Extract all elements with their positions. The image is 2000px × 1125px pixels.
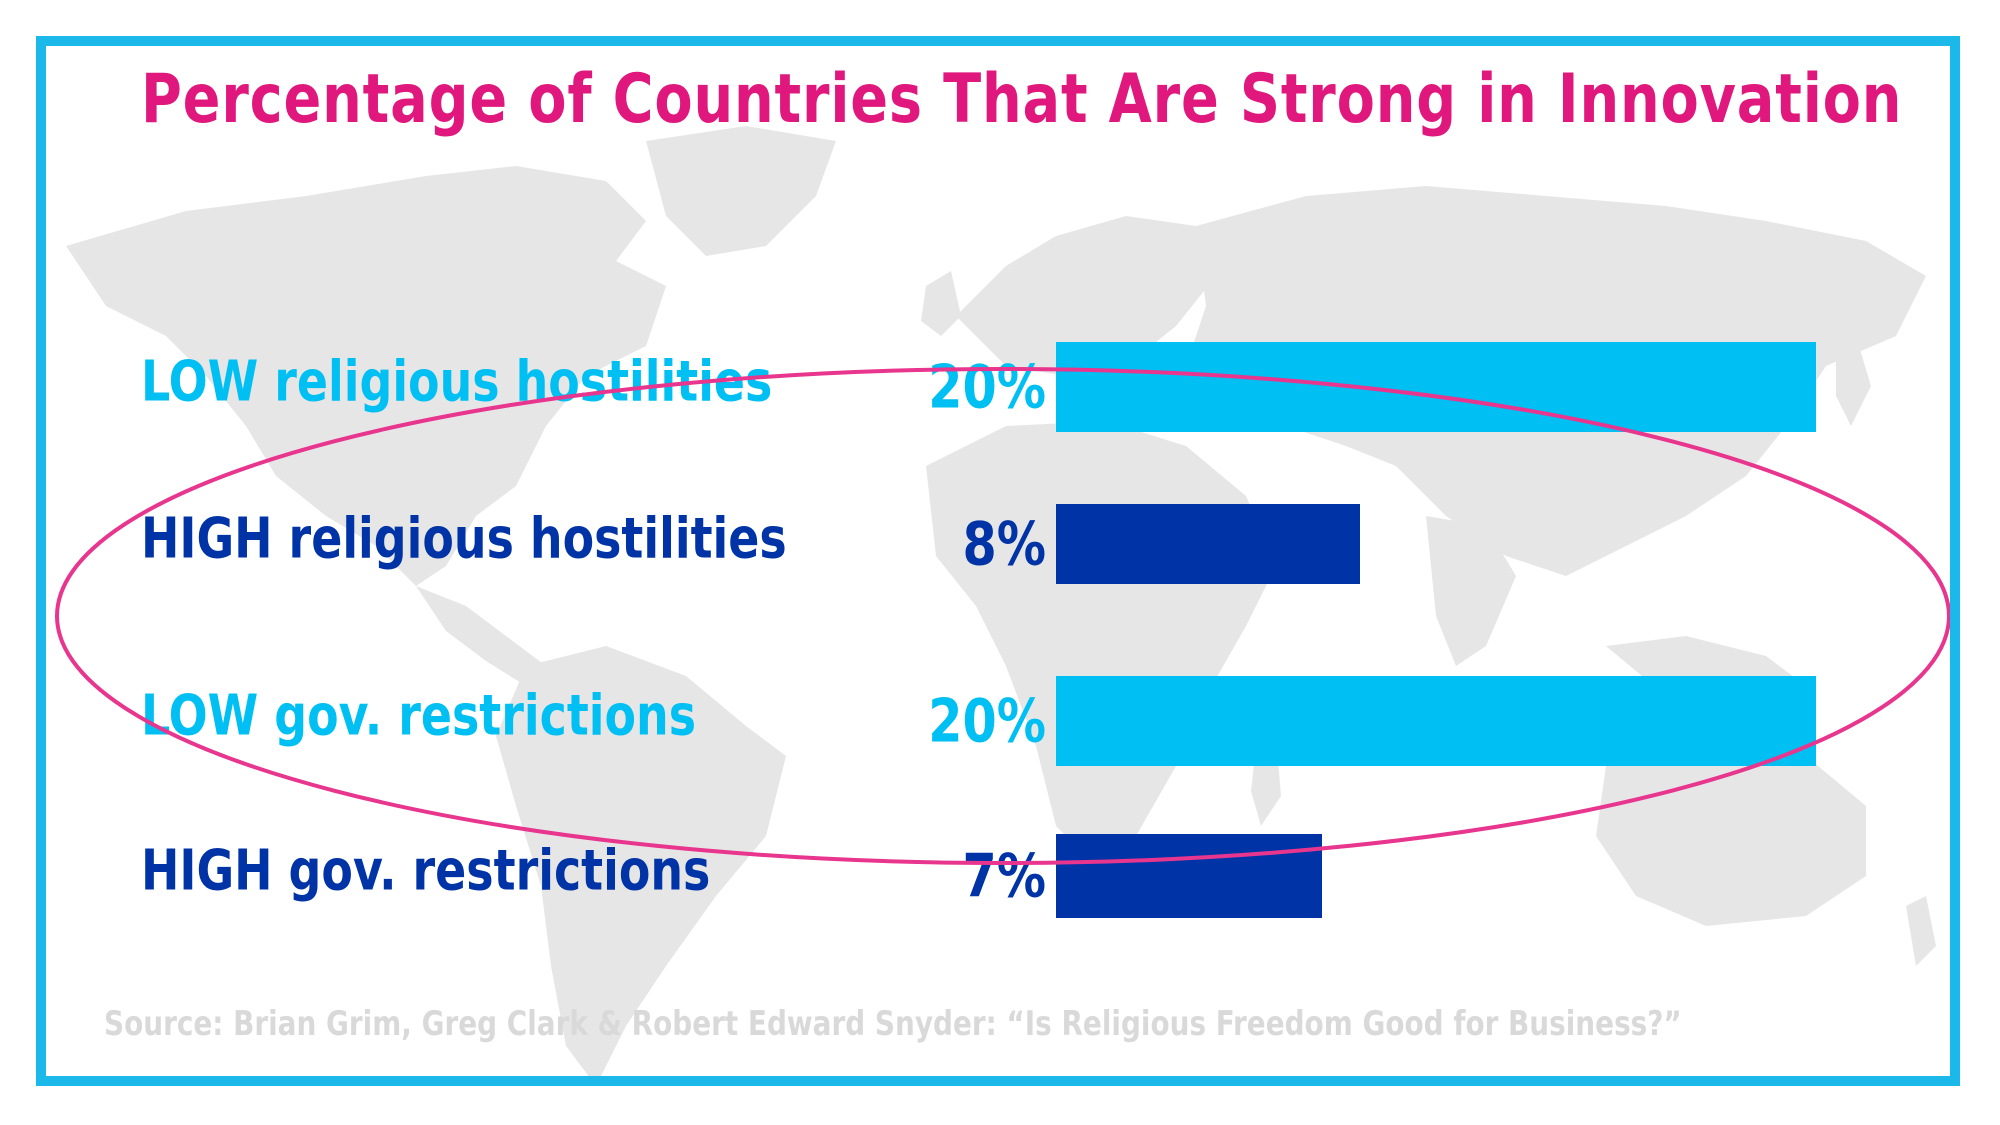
uk-shape [921, 271, 961, 336]
greenland-shape [646, 126, 836, 256]
value-label: 8% [962, 509, 1046, 579]
value-label: 20% [928, 686, 1046, 756]
bar [1056, 342, 1816, 432]
value-label: 20% [928, 352, 1046, 422]
bar-chart: LOW religious hostilities 20% HIGH religio… [141, 342, 1816, 918]
value-label: 7% [962, 841, 1046, 911]
chart-frame: Percentage of Countries That Are Strong … [36, 36, 1960, 1086]
bar [1056, 676, 1816, 766]
category-label: HIGH religious hostilities [141, 506, 787, 572]
category-label: HIGH gov. restrictions [141, 838, 710, 904]
bar [1056, 834, 1322, 918]
bar [1056, 504, 1360, 584]
category-label: LOW religious hostilities [141, 349, 772, 415]
category-label: LOW gov. restrictions [141, 683, 696, 749]
europe-shape [956, 216, 1216, 376]
source-note: Source: Brian Grim, Greg Clark & Robert … [104, 1004, 1682, 1044]
new-zealand-shape [1906, 896, 1936, 966]
